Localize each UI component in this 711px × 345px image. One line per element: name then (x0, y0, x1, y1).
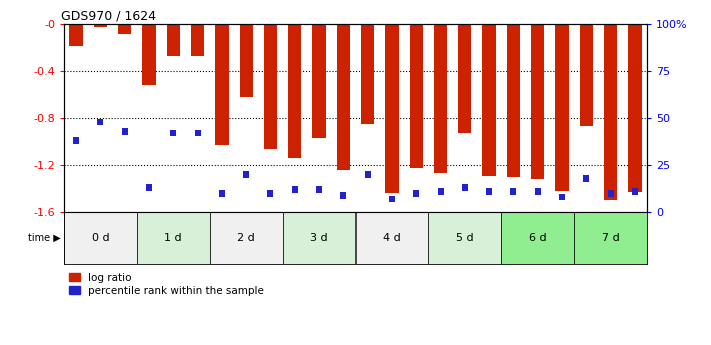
Bar (288, 24, 301, 158)
Bar (510, 188, 516, 195)
Bar (574, 212, 647, 264)
Bar (413, 190, 419, 197)
Text: GDS970 / 1624: GDS970 / 1624 (61, 10, 156, 23)
Bar (361, 24, 374, 124)
Bar (171, 130, 176, 137)
Bar (292, 186, 298, 193)
Bar (385, 24, 399, 193)
Text: 0 d: 0 d (92, 233, 109, 243)
Text: 2 d: 2 d (237, 233, 255, 243)
Bar (579, 24, 593, 126)
Bar (604, 24, 617, 200)
Bar (462, 185, 468, 191)
Bar (608, 190, 614, 197)
Bar (264, 24, 277, 149)
Bar (70, 24, 82, 47)
Bar (337, 24, 350, 170)
Bar (210, 212, 282, 264)
Text: 1 d: 1 d (164, 233, 182, 243)
Bar (341, 192, 346, 198)
Text: 7 d: 7 d (602, 233, 619, 243)
Bar (410, 24, 423, 168)
Text: time ▶: time ▶ (28, 233, 60, 243)
Text: 5 d: 5 d (456, 233, 474, 243)
Bar (267, 190, 274, 197)
Bar (146, 185, 152, 191)
Bar (486, 188, 492, 195)
Bar (118, 24, 132, 33)
Bar (215, 24, 228, 145)
Bar (73, 137, 79, 144)
Bar (365, 171, 370, 178)
Bar (240, 24, 253, 97)
Bar (434, 24, 447, 174)
Bar (219, 190, 225, 197)
Bar (356, 212, 428, 264)
Legend: log ratio, percentile rank within the sample: log ratio, percentile rank within the sa… (69, 273, 264, 296)
Text: 3 d: 3 d (310, 233, 328, 243)
Bar (191, 24, 204, 56)
Bar (559, 194, 565, 200)
Bar (195, 130, 201, 137)
Bar (458, 24, 471, 134)
Bar (507, 24, 520, 177)
Bar (555, 24, 569, 191)
Bar (137, 212, 210, 264)
Bar (122, 128, 128, 135)
Bar (312, 24, 326, 138)
Bar (428, 212, 501, 264)
Bar (64, 212, 137, 264)
Bar (389, 196, 395, 202)
Text: 6 d: 6 d (529, 233, 547, 243)
Bar (629, 24, 641, 192)
Bar (97, 119, 103, 125)
Bar (94, 24, 107, 27)
Bar (632, 188, 638, 195)
Bar (243, 171, 249, 178)
Text: 4 d: 4 d (383, 233, 401, 243)
Bar (535, 188, 540, 195)
Bar (316, 186, 322, 193)
Bar (531, 24, 545, 179)
Bar (583, 175, 589, 181)
Bar (166, 24, 180, 56)
Bar (282, 212, 356, 264)
Bar (437, 188, 444, 195)
Bar (501, 212, 574, 264)
Bar (142, 24, 156, 85)
Bar (483, 24, 496, 176)
